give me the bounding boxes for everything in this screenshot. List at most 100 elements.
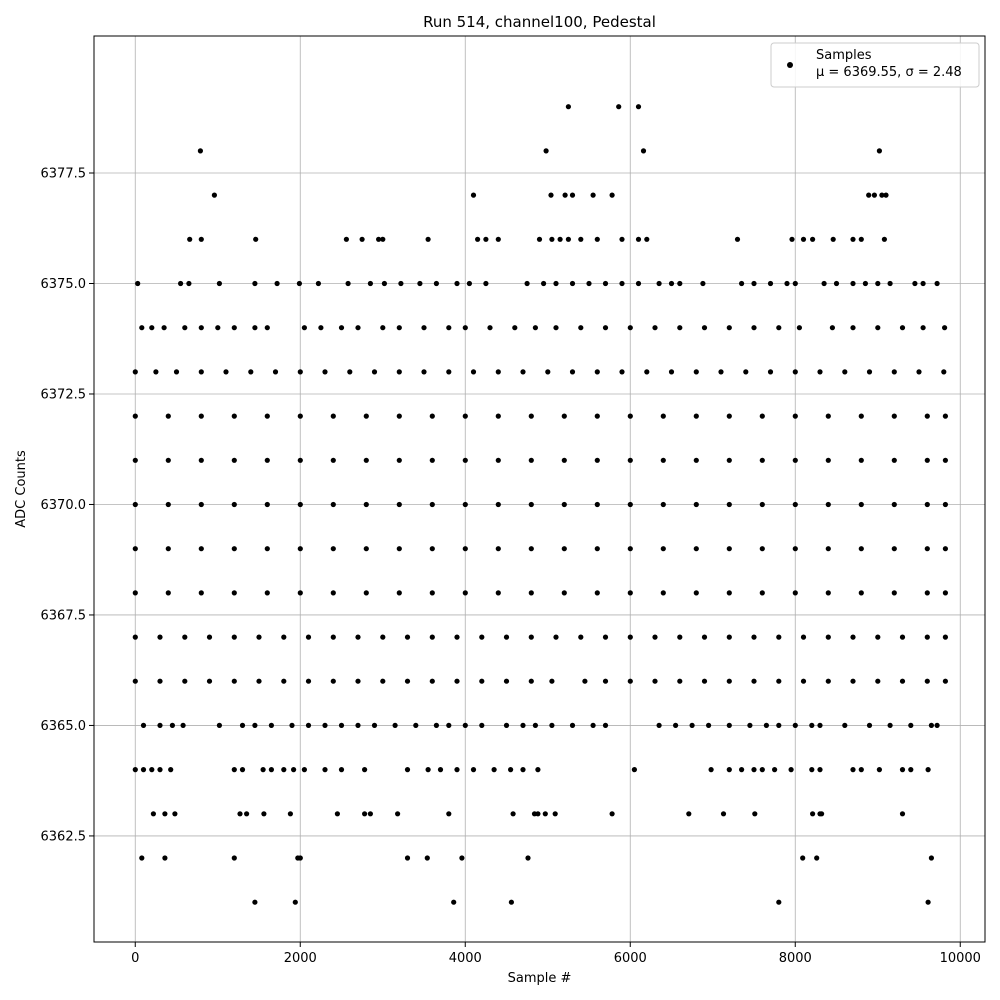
data-point [479, 634, 485, 640]
data-point [261, 811, 267, 817]
data-point [726, 767, 732, 773]
data-point [272, 369, 279, 375]
data-point [363, 546, 369, 552]
data-point [462, 590, 468, 596]
data-point [759, 501, 765, 508]
data-point [800, 236, 807, 242]
data-point [602, 280, 609, 287]
data-point [256, 634, 262, 640]
data-point [239, 767, 246, 773]
data-point [396, 325, 402, 331]
data-point [495, 413, 501, 419]
data-point [459, 855, 465, 861]
data-point [198, 236, 204, 242]
data-point [454, 767, 460, 773]
data-point [578, 325, 584, 331]
data-point [817, 722, 823, 729]
data-point [470, 369, 477, 375]
data-point [512, 325, 518, 331]
data-point [759, 767, 765, 773]
data-point [169, 722, 175, 729]
data-point [429, 678, 435, 684]
data-point [767, 280, 774, 287]
data-point [470, 192, 477, 198]
data-point [503, 634, 510, 640]
data-point [924, 634, 930, 640]
data-point [561, 590, 567, 596]
data-point [726, 457, 732, 463]
data-point [264, 413, 270, 419]
data-point [359, 236, 365, 242]
data-point [495, 236, 501, 242]
data-point [231, 325, 237, 331]
data-point [609, 192, 615, 198]
data-point [792, 280, 798, 287]
data-point [924, 501, 930, 508]
data-point [396, 413, 402, 419]
data-point [759, 546, 765, 552]
data-point [289, 722, 295, 729]
data-point [231, 413, 237, 419]
data-point [376, 236, 382, 242]
data-point [404, 855, 411, 861]
chart-title: Run 514, channel100, Pedestal [423, 13, 656, 31]
data-point [198, 590, 204, 596]
data-point [689, 722, 695, 729]
data-point [578, 236, 584, 242]
data-point [850, 236, 856, 242]
data-point [616, 104, 622, 110]
data-point [792, 369, 798, 375]
data-point [792, 590, 798, 596]
data-point [881, 236, 888, 242]
data-point [392, 722, 398, 729]
data-point [924, 590, 930, 596]
data-point [942, 546, 949, 552]
y-tick-label: 6362.5 [41, 829, 87, 844]
data-point [398, 280, 404, 287]
data-point [548, 192, 554, 198]
data-point [532, 722, 539, 729]
data-point [660, 457, 666, 463]
data-point [253, 236, 259, 242]
data-point [462, 325, 468, 331]
data-point [792, 457, 798, 463]
data-point [934, 722, 940, 729]
data-point [942, 457, 949, 463]
data-point [301, 325, 307, 331]
data-point [751, 678, 757, 684]
data-point [693, 369, 699, 375]
data-point [541, 280, 547, 287]
data-point [264, 590, 270, 596]
data-point [525, 855, 531, 861]
data-point [330, 501, 336, 508]
data-point [256, 678, 262, 684]
data-point [800, 634, 807, 640]
data-point [180, 722, 186, 729]
data-point [899, 325, 906, 331]
data-point [866, 192, 872, 198]
data-point [817, 369, 823, 375]
data-point [543, 148, 549, 154]
data-point [850, 325, 856, 331]
data-point [343, 236, 349, 242]
data-point [231, 855, 237, 861]
data-point [553, 325, 559, 331]
data-point [734, 236, 741, 242]
data-point [693, 590, 699, 596]
data-point [565, 104, 572, 110]
data-point [809, 722, 815, 729]
data-point [934, 280, 940, 287]
data-point [417, 280, 423, 287]
data-point [252, 325, 258, 331]
data-point [776, 722, 782, 729]
data-point [231, 501, 237, 508]
data-point [549, 678, 555, 684]
data-point [561, 501, 567, 508]
data-point [928, 722, 935, 729]
data-point [660, 590, 666, 596]
data-point [157, 678, 163, 684]
data-point [561, 457, 567, 463]
data-point [132, 457, 138, 463]
data-point [925, 899, 931, 905]
data-point [627, 678, 633, 684]
